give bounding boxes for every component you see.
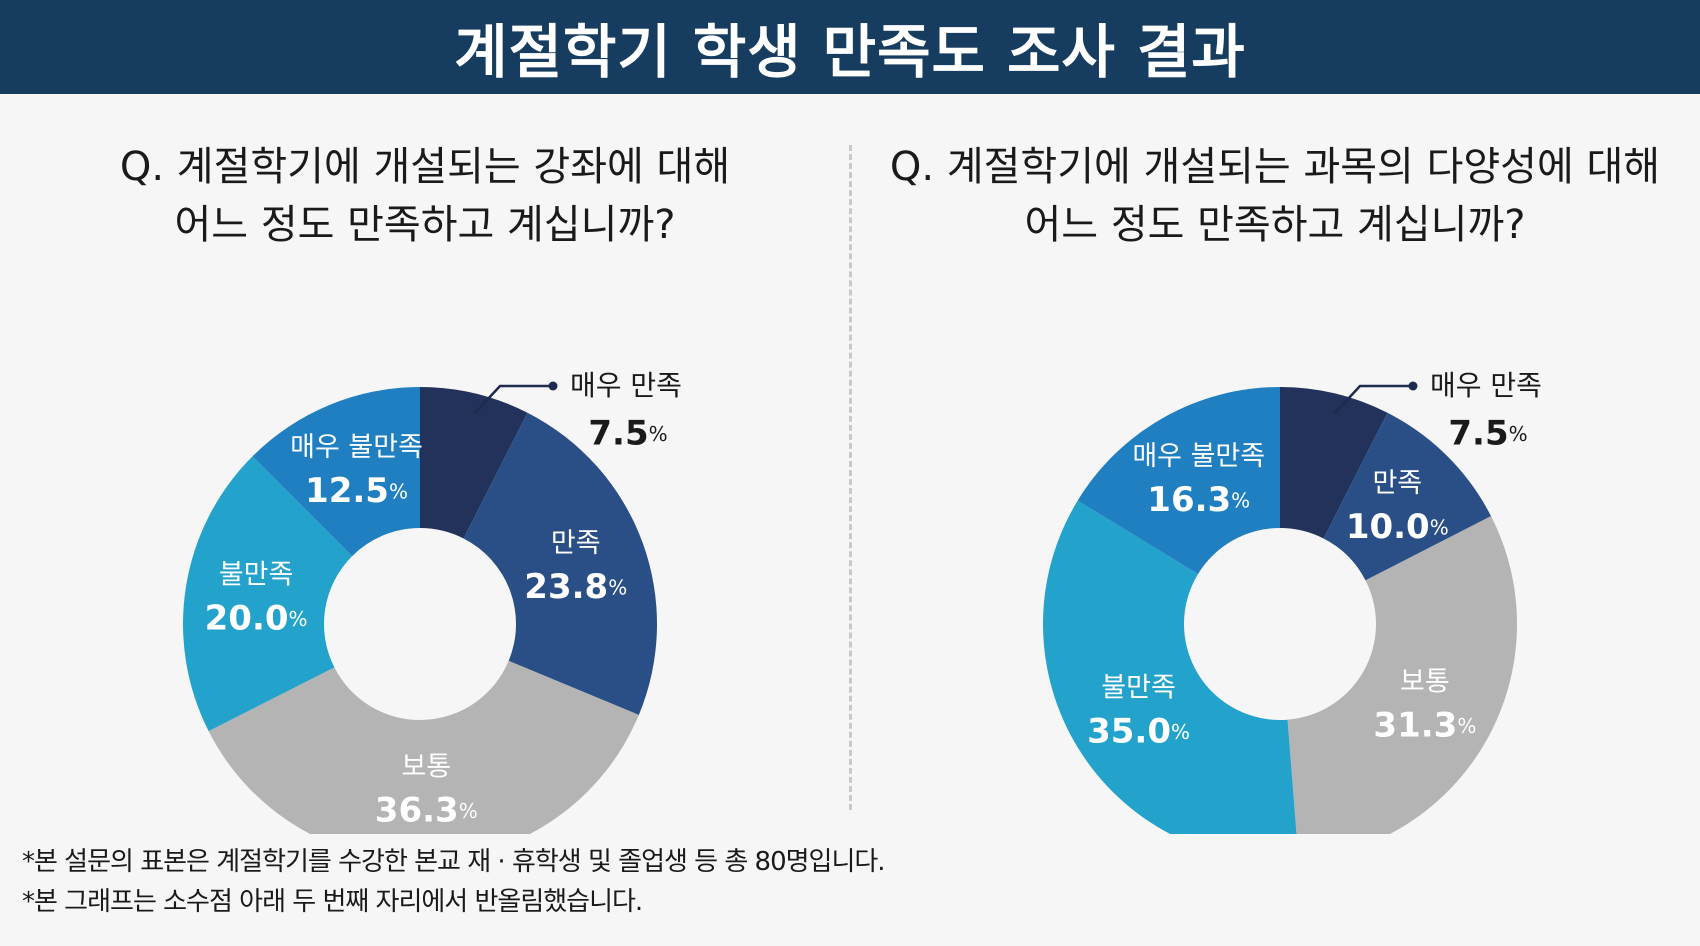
slice-label: 매우 불만족 bbox=[1132, 441, 1265, 472]
page-title: 계절학기 학생 만족도 조사 결과 bbox=[454, 18, 1246, 86]
slice-0 bbox=[1280, 387, 1388, 539]
footnote: *본 설문의 표본은 계절학기를 수강한 본교 재 · 휴학생 및 졸업생 등 … bbox=[22, 847, 886, 877]
footnote: *본 그래프는 소수점 아래 두 번째 자리에서 반올림했습니다. bbox=[22, 887, 643, 917]
slice-label: 매우 만족 bbox=[570, 369, 682, 402]
slice-3 bbox=[1043, 500, 1297, 834]
callout-line bbox=[473, 384, 553, 415]
question-line: 어느 정도 만족하고 계십니까? bbox=[174, 202, 676, 248]
slice-1 bbox=[1323, 412, 1492, 581]
slice-0 bbox=[420, 387, 528, 539]
chart-panel-right: Q. 계절학기에 개설되는 과목의 다양성에 대해 어느 정도 만족하고 계십니… bbox=[850, 94, 1700, 834]
slice-label: 만족 bbox=[1372, 468, 1422, 499]
slice-value: 7.5% bbox=[588, 414, 667, 454]
slice-label: 매우 만족 bbox=[1430, 369, 1542, 402]
slice-label: 불만족 bbox=[1101, 672, 1176, 703]
slice-2 bbox=[1287, 516, 1517, 834]
footnotes: *본 설문의 표본은 계절학기를 수강한 본교 재 · 휴학생 및 졸업생 등 … bbox=[22, 842, 886, 922]
slice-4 bbox=[1077, 387, 1280, 575]
callout-dot bbox=[1408, 381, 1418, 391]
chart-panel-left: Q. 계절학기에 개설되는 강좌에 대해 어느 정도 만족하고 계십니까? 매우… bbox=[0, 94, 850, 834]
slice-label: 매우 불만족 bbox=[290, 432, 423, 463]
question-line: 어느 정도 만족하고 계십니까? bbox=[1024, 202, 1526, 248]
slice-1 bbox=[463, 412, 657, 715]
question-text-right: Q. 계절학기에 개설되는 과목의 다양성에 대해 어느 정도 만족하고 계십니… bbox=[850, 138, 1700, 254]
slice-label: 불만족 bbox=[219, 559, 294, 590]
slice-label: 만족 bbox=[551, 528, 601, 559]
panel-divider bbox=[849, 145, 852, 810]
slice-3 bbox=[183, 456, 353, 732]
callout-dot bbox=[548, 381, 558, 391]
question-line: Q. 계절학기에 개설되는 강좌에 대해 bbox=[119, 144, 731, 190]
slice-4 bbox=[252, 387, 420, 557]
slice-label: 보통 bbox=[1400, 667, 1450, 698]
question-line: Q. 계절학기에 개설되는 과목의 다양성에 대해 bbox=[889, 144, 1661, 190]
slice-label: 보통 bbox=[401, 751, 451, 782]
slice-value: 7.5% bbox=[1448, 414, 1527, 454]
header-banner: 계절학기 학생 만족도 조사 결과 bbox=[0, 0, 1700, 94]
callout-line bbox=[1333, 384, 1413, 415]
slice-2 bbox=[208, 660, 639, 834]
question-text-left: Q. 계절학기에 개설되는 강좌에 대해 어느 정도 만족하고 계십니까? bbox=[0, 138, 850, 254]
